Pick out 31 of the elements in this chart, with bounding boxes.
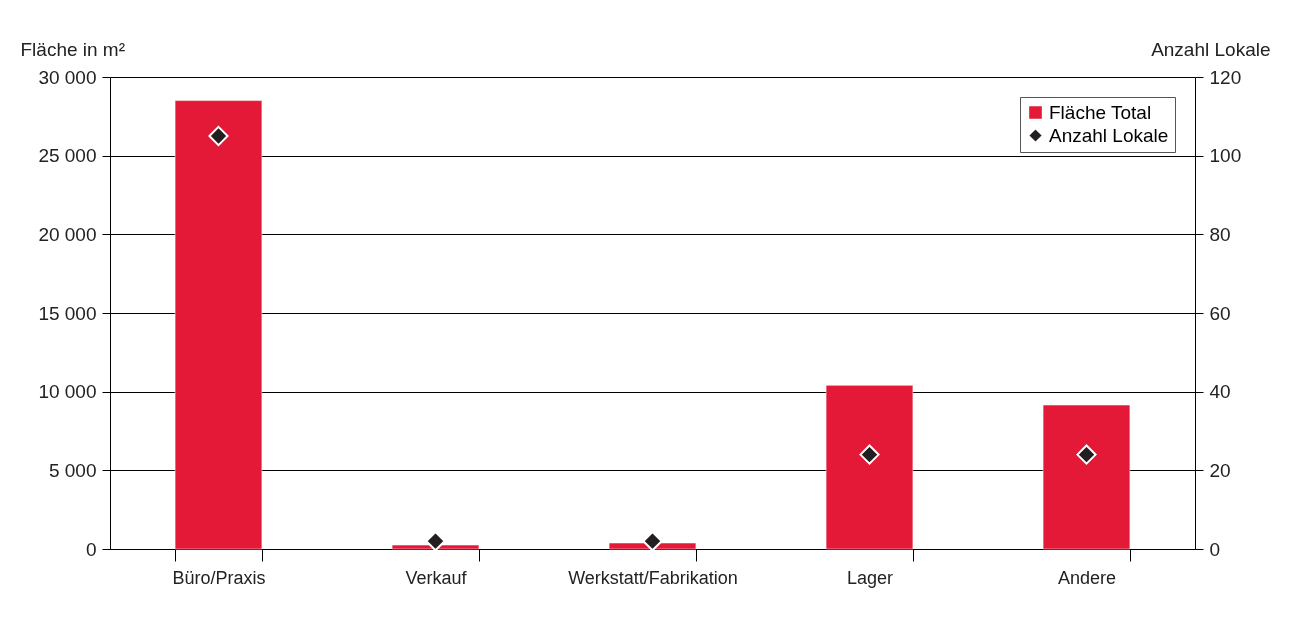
point	[1076, 444, 1097, 465]
y2-tick-label: 120	[1209, 66, 1242, 88]
y2-axis-title: Anzahl Lokale	[1151, 38, 1271, 60]
y2-tick-label: 20	[1209, 459, 1231, 481]
y-tick-label: 30 000	[38, 66, 97, 88]
y-tick-label: 5 000	[48, 459, 97, 481]
point	[859, 444, 880, 465]
bar	[1042, 404, 1131, 550]
x-tick-label: Lager	[846, 567, 894, 588]
y2-tick-label: 40	[1209, 381, 1231, 403]
y-tick-label: 25 000	[38, 145, 97, 167]
y2-tick-label: 100	[1209, 145, 1242, 167]
x-tick-label: Andere	[1057, 567, 1117, 588]
y-tick-label: 10 000	[38, 381, 97, 403]
y2-tick-label: 60	[1209, 302, 1231, 324]
point	[642, 531, 663, 552]
y-tick-label: 20 000	[38, 223, 97, 245]
y2-tick-label: 0	[1209, 538, 1221, 560]
point	[425, 531, 446, 552]
y-tick-label: 15 000	[38, 302, 97, 324]
y-axis-title: Fläche in m²	[20, 38, 126, 60]
bar	[825, 385, 914, 550]
y-tick-label: 0	[85, 538, 97, 560]
x-tick-label: Büro/Praxis	[172, 567, 266, 588]
x-tick-label: Werkstatt/Fabrikation	[568, 567, 738, 588]
point	[208, 125, 229, 147]
legend-label: Anzahl Lokale	[1049, 124, 1169, 146]
x-tick-label: Verkauf	[405, 567, 468, 588]
bar	[174, 100, 263, 550]
legend-label: Fläche Total	[1049, 101, 1152, 123]
y2-tick-label: 80	[1209, 223, 1231, 245]
